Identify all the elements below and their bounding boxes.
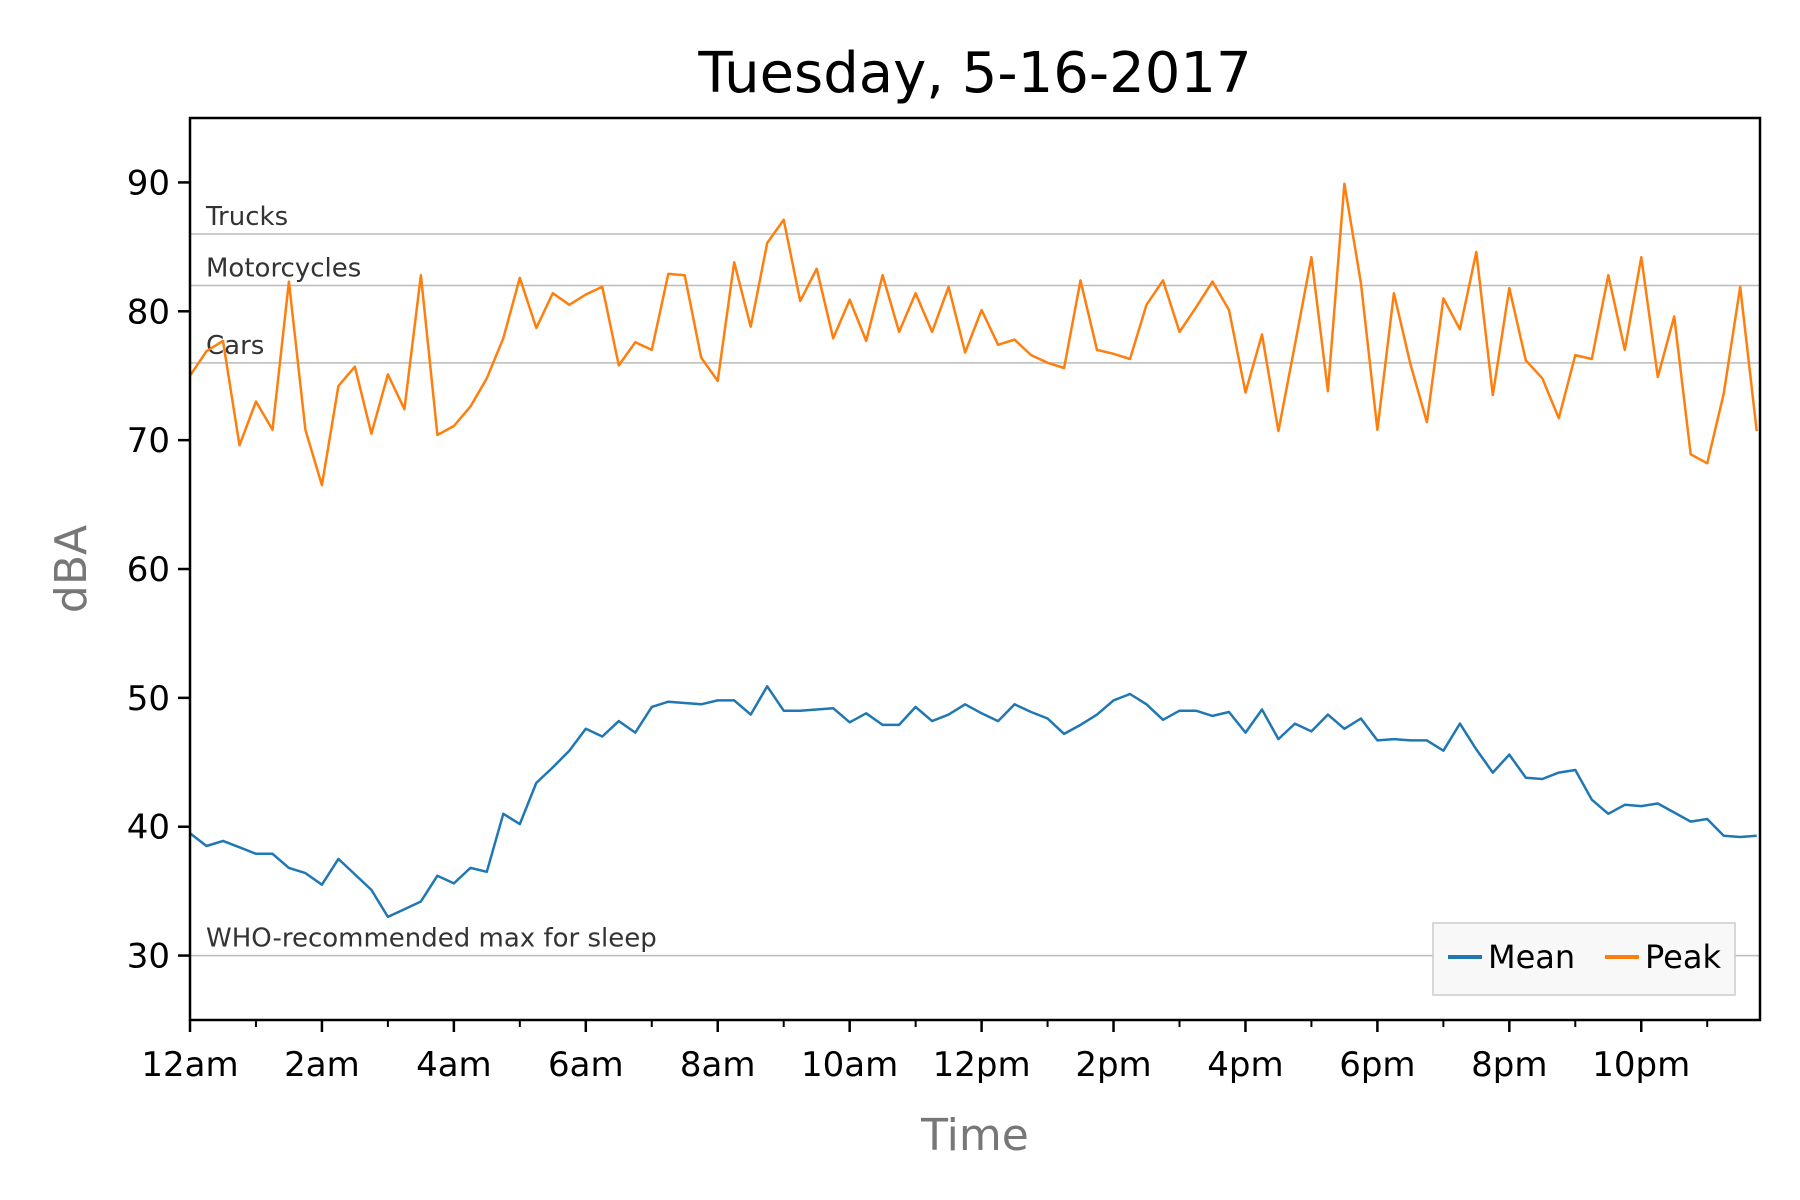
x-tick-label-2am: 2am [284, 1045, 360, 1085]
ref-line-label-3: WHO-recommended max for sleep [206, 924, 657, 954]
legend: Mean Peak [1432, 922, 1736, 996]
ref-line-label-1: Motorcycles [206, 254, 361, 284]
y-tick-label-70: 70 [127, 421, 170, 461]
x-tick-label-2pm: 2pm [1075, 1045, 1151, 1085]
series-line-mean [189, 685, 1757, 919]
legend-box [1432, 922, 1736, 996]
x-tick-label-4pm: 4pm [1207, 1045, 1283, 1085]
x-tick-label-8pm: 8pm [1471, 1045, 1547, 1085]
y-axis: 30 40 50 60 70 80 90 [127, 163, 190, 977]
x-tick-label-8am: 8am [680, 1045, 756, 1085]
chart-title: Tuesday, 5-16-2017 [697, 41, 1251, 106]
x-tick-label-6am: 6am [548, 1045, 624, 1085]
x-tick-label-6pm: 6pm [1339, 1045, 1415, 1085]
x-tick-label-12pm: 12pm [933, 1045, 1031, 1085]
ref-line-label-0: Trucks [205, 202, 288, 232]
y-tick-label-60: 60 [127, 550, 170, 590]
plot-frame [188, 116, 1762, 1022]
y-tick-label-40: 40 [127, 808, 170, 848]
y-tick-label-30: 30 [127, 937, 170, 977]
x-tick-label-12am: 12am [141, 1045, 238, 1085]
series-layer [188, 182, 1758, 919]
legend-label-peak: Peak [1645, 938, 1721, 976]
x-axis-label: Time [920, 1110, 1029, 1161]
legend-label-mean: Mean [1488, 938, 1575, 976]
series-line-peak [188, 182, 1758, 487]
y-tick-label-90: 90 [127, 163, 170, 203]
y-tick-label-50: 50 [127, 679, 170, 719]
y-tick-label-80: 80 [127, 292, 170, 332]
x-tick-label-10pm: 10pm [1592, 1045, 1690, 1085]
x-tick-label-10am: 10am [801, 1045, 898, 1085]
x-axis: 12am 2am 4am 6am 8am 10am 12pm 2pm 4pm 6pm 8pm 10pm [141, 1020, 1709, 1085]
x-tick-label-4am: 4am [416, 1045, 492, 1085]
y-axis-label: dBA [46, 525, 97, 613]
